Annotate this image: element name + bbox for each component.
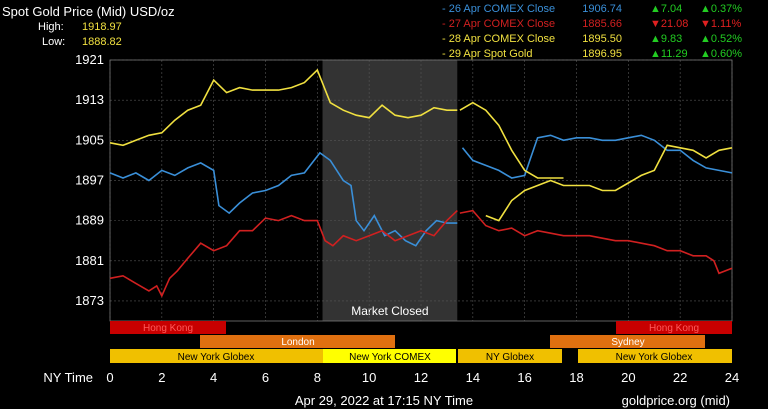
plot-area: Market Closed 1873 1881 1889 1897 1905 1913 192… [75,52,733,322]
session-bars: Hong Kong Hong Kong London Sydney New Yo… [110,321,732,363]
y-tick-label: 1913 [75,92,104,107]
x-tick-label: 16 [517,370,531,385]
legend-value: 1895.50 [582,33,622,45]
footer-timestamp: Apr 29, 2022 at 17:15 NY Time [295,393,473,408]
chart-title: Spot Gold Price (Mid) USD/oz [2,4,175,19]
high-value: 1918.97 [82,21,122,33]
series-line-1 [461,134,733,179]
market-closed-label: Market Closed [351,304,428,318]
x-tick-label: 20 [621,370,635,385]
legend-up-arrow-icon: ▲11.29 [650,48,688,60]
session-london-label: London [281,337,314,348]
session-ny-comex-label: New York COMEX [349,352,431,363]
session-ny-globex-3-label: New York Globex [616,352,693,363]
session-ny-globex-1-label: New York Globex [178,352,255,363]
x-tick-label: 12 [414,370,428,385]
series-line-3 [485,144,733,222]
x-tick-label: 0 [106,370,113,385]
low-label: Low: [42,36,65,48]
series-line-3 [459,101,564,179]
legend-value: 1885.66 [582,18,622,30]
session-ny-globex-2 [458,349,562,363]
session-hong-kong-1-label: Hong Kong [143,323,193,334]
legend: - 26 Apr COMEX Close 1906.74 ▲7.04 ▲0.37% - … [442,3,742,60]
session-ny-globex-3 [578,349,732,363]
legend-pct: ▲0.60% [700,48,742,60]
y-tick-label: 1921 [75,52,104,67]
market-closed-band [322,60,458,321]
legend-pct: ▼1.11% [700,18,741,30]
session-ny-comex [323,349,456,363]
legend-value: 1906.74 [582,3,622,15]
x-ticks: 0 2 4 6 8 10 12 14 16 18 20 22 24 [106,370,739,385]
session-ny-globex-1 [110,349,323,363]
x-tick-label: 2 [158,370,165,385]
x-axis-label: NY Time [43,370,93,385]
legend-up-arrow-icon: ▲9.83 [650,33,682,45]
y-tick-label: 1881 [75,253,104,268]
x-tick-label: 24 [725,370,739,385]
x-tick-label: 22 [673,370,687,385]
series-line-2 [109,210,458,298]
legend-label: - 28 Apr COMEX Close [442,33,555,45]
session-hong-kong-2 [616,321,732,334]
legend-value: 1896.95 [582,48,622,60]
session-sydney [550,335,705,348]
low-value: 1888.82 [82,36,122,48]
legend-label: - 26 Apr COMEX Close [442,3,555,15]
legend-label: - 27 Apr COMEX Close [442,18,555,30]
legend-pct: ▲0.52% [700,33,742,45]
series-line-1 [109,151,458,247]
y-tick-label: 1897 [75,172,104,187]
session-london [200,335,395,348]
series-line-3 [109,68,458,147]
y-tick-label: 1889 [75,213,104,228]
y-tick-label: 1873 [75,293,104,308]
x-tick-label: 14 [466,370,480,385]
session-hong-kong-2-label: Hong Kong [649,323,699,334]
x-tick-label: 18 [569,370,583,385]
series-line-2 [459,209,733,275]
x-tick-label: 8 [314,370,321,385]
session-sydney-label: Sydney [611,337,644,348]
legend-pct: ▲0.37% [700,3,742,15]
x-tick-label: 4 [210,370,217,385]
footer-source: goldprice.org (mid) [622,393,730,408]
session-ny-globex-2-label: NY Globex [486,352,534,363]
plot-border [109,59,733,322]
x-tick-label: 6 [262,370,269,385]
legend-label: - 29 Apr Spot Gold [442,48,533,60]
x-tick-label: 10 [362,370,376,385]
legend-down-arrow-icon: ▼21.08 [650,18,688,30]
y-tick-label: 1905 [75,132,104,147]
session-hong-kong-1 [110,321,226,334]
high-label: High: [38,21,64,33]
legend-up-arrow-icon: ▲7.04 [650,3,682,15]
